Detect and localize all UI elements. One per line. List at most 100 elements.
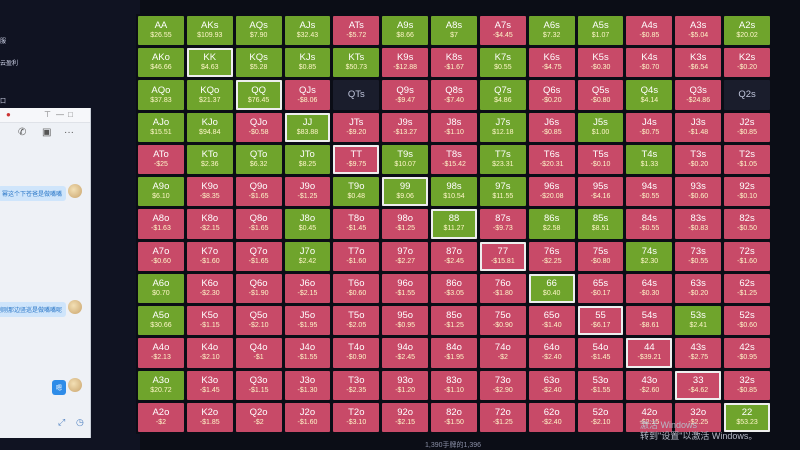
hand-cell[interactable]: J3s -$1.48 xyxy=(675,112,722,142)
hand-cell[interactable]: Q4s $4.14 xyxy=(626,80,673,110)
hand-cell[interactable]: AQo $37.83 xyxy=(138,80,184,110)
hand-cell[interactable]: K5o -$1.15 xyxy=(186,306,233,336)
hand-cell[interactable]: J9s -$13.27 xyxy=(382,112,429,142)
hand-cell[interactable]: KJs $0.85 xyxy=(284,48,331,78)
hand-cell[interactable]: TT -$9.75 xyxy=(333,144,380,175)
hand-cell[interactable]: A7o -$0.60 xyxy=(138,241,184,271)
hand-cell[interactable]: 74s $2.30 xyxy=(626,241,673,271)
hand-cell[interactable]: A3o $20.72 xyxy=(138,370,184,400)
hand-cell[interactable]: A6s $7.32 xyxy=(528,16,575,46)
hand-cell[interactable]: K6o -$2.30 xyxy=(186,273,233,304)
hand-cell[interactable]: A8o -$1.63 xyxy=(138,209,184,239)
hand-cell[interactable]: 66 $0.40 xyxy=(528,273,575,304)
hand-cell[interactable]: AKo $46.66 xyxy=(138,48,184,78)
hand-cell[interactable]: 85o -$1.25 xyxy=(431,306,477,336)
hand-cell[interactable]: K2o -$1.85 xyxy=(186,402,233,432)
hand-cell[interactable]: 44 -$39.21 xyxy=(626,338,673,368)
hand-cell[interactable]: 53s $2.41 xyxy=(675,306,722,336)
hand-cell[interactable]: KTo $2.36 xyxy=(186,144,233,175)
hand-cell[interactable]: A2o -$2 xyxy=(138,402,184,432)
hand-cell[interactable]: 63o -$2.40 xyxy=(528,370,575,400)
hand-cell[interactable]: T6s -$20.31 xyxy=(528,144,575,175)
hand-cell[interactable]: K4s -$0.70 xyxy=(626,48,673,78)
hand-cell[interactable]: Q2o -$2 xyxy=(235,402,282,432)
hand-cell[interactable]: Q6s -$0.20 xyxy=(528,80,575,110)
hand-cell[interactable]: K7o -$1.60 xyxy=(186,241,233,271)
hand-cell[interactable]: 53o -$1.55 xyxy=(577,370,624,400)
hand-cell[interactable]: 95s -$4.16 xyxy=(577,177,624,207)
hand-cell[interactable]: J7o $2.42 xyxy=(284,241,331,271)
maximize-icon[interactable]: □ xyxy=(68,110,73,119)
hand-cell[interactable]: Q7s $4.86 xyxy=(479,80,526,110)
hand-cell[interactable]: K8o -$2.15 xyxy=(186,209,233,239)
hand-cell[interactable]: AQs $7.90 xyxy=(235,16,282,46)
hand-cell[interactable]: T7s $23.31 xyxy=(479,144,526,175)
hand-cell[interactable]: KK $4.63 xyxy=(186,48,233,78)
hand-cell[interactable]: 86s $2.58 xyxy=(528,209,575,239)
hand-cell[interactable]: ATs -$5.72 xyxy=(333,16,380,46)
hand-cell[interactable]: K4o -$2.10 xyxy=(186,338,233,368)
hand-cell[interactable]: Q8s -$7.40 xyxy=(431,80,477,110)
hand-cell[interactable]: 42o -$2.15 xyxy=(626,402,673,432)
hand-cell[interactable]: Q8o -$1.65 xyxy=(235,209,282,239)
avatar[interactable] xyxy=(68,300,82,314)
hand-cell[interactable]: K2s -$0.20 xyxy=(724,48,770,78)
hand-cell[interactable]: K7s $0.55 xyxy=(479,48,526,78)
hand-cell[interactable]: T4s $1.33 xyxy=(626,144,673,175)
hand-cell[interactable]: J3o -$1.30 xyxy=(284,370,331,400)
hand-cell[interactable]: 92o -$2.15 xyxy=(382,402,429,432)
hand-cell[interactable]: J5o -$1.95 xyxy=(284,306,331,336)
hand-cell[interactable]: J9o -$1.25 xyxy=(284,177,331,207)
hand-cell[interactable]: 74o -$2 xyxy=(479,338,526,368)
hand-cell[interactable]: QTo $6.32 xyxy=(235,144,282,175)
hand-cell[interactable]: K9o -$8.35 xyxy=(186,177,233,207)
hand-cell[interactable]: T5o -$2.05 xyxy=(333,306,380,336)
hand-cell[interactable]: T7o -$1.60 xyxy=(333,241,380,271)
hand-cell[interactable]: A7s -$4.45 xyxy=(479,16,526,46)
avatar[interactable] xyxy=(68,184,82,198)
hand-cell[interactable]: 84s -$0.55 xyxy=(626,209,673,239)
hand-cell[interactable]: T5s -$0.10 xyxy=(577,144,624,175)
hand-cell[interactable]: 63s -$0.20 xyxy=(675,273,722,304)
hand-cell[interactable]: T9s $10.07 xyxy=(382,144,429,175)
clock-icon[interactable]: ◷ xyxy=(76,417,84,427)
hand-cell[interactable]: J4o -$1.55 xyxy=(284,338,331,368)
hand-cell[interactable]: 93o -$1.20 xyxy=(382,370,429,400)
hand-cell[interactable]: Q5s -$0.80 xyxy=(577,80,624,110)
hand-cell[interactable]: K8s -$1.67 xyxy=(431,48,477,78)
hand-cell[interactable]: 96s -$20.08 xyxy=(528,177,575,207)
hand-cell[interactable]: 64o -$2.40 xyxy=(528,338,575,368)
hand-cell[interactable]: 85s $8.51 xyxy=(577,209,624,239)
hand-cell[interactable]: K9s -$12.88 xyxy=(382,48,429,78)
hand-cell[interactable]: 98s $10.54 xyxy=(431,177,477,207)
hand-cell[interactable]: Q2s xyxy=(724,80,770,110)
hand-cell[interactable]: K3o -$1.45 xyxy=(186,370,233,400)
hand-cell[interactable]: 82o -$1.50 xyxy=(431,402,477,432)
pin-icon[interactable]: ⊤ xyxy=(44,110,51,119)
hand-cell[interactable]: 83o -$1.10 xyxy=(431,370,477,400)
hand-cell[interactable]: T8o -$1.45 xyxy=(333,209,380,239)
hand-cell[interactable]: 94s -$0.55 xyxy=(626,177,673,207)
hand-cell[interactable]: AA $26.55 xyxy=(138,16,184,46)
hand-cell[interactable]: J6o -$2.15 xyxy=(284,273,331,304)
hand-cell[interactable]: T4o -$0.90 xyxy=(333,338,380,368)
hand-cell[interactable]: 75o -$0.90 xyxy=(479,306,526,336)
hand-cell[interactable]: J8s -$1.10 xyxy=(431,112,477,142)
hand-cell[interactable]: JTo $8.25 xyxy=(284,144,331,175)
hand-cell[interactable]: 99 $9.06 xyxy=(382,177,429,207)
hand-cell[interactable]: J7s $12.18 xyxy=(479,112,526,142)
hand-cell[interactable]: KQs $5.28 xyxy=(235,48,282,78)
hand-cell[interactable]: 55 -$6.17 xyxy=(577,306,624,336)
hand-cell[interactable]: A2s $20.02 xyxy=(724,16,770,46)
hand-cell[interactable]: 84o -$1.95 xyxy=(431,338,477,368)
hand-cell[interactable]: 88 $11.27 xyxy=(431,209,477,239)
hand-cell[interactable]: AJo $15.51 xyxy=(138,112,184,142)
hand-cell[interactable]: 95o -$0.95 xyxy=(382,306,429,336)
hand-cell[interactable]: T8s -$15.42 xyxy=(431,144,477,175)
hand-cell[interactable]: 42s -$0.95 xyxy=(724,338,770,368)
hand-cell[interactable]: QJs -$8.06 xyxy=(284,80,331,110)
hand-cell[interactable]: 65s -$0.17 xyxy=(577,273,624,304)
hand-cell[interactable]: 77 -$15.81 xyxy=(479,241,526,271)
hand-cell[interactable]: 32s -$0.85 xyxy=(724,370,770,400)
hand-cell[interactable]: A6o $0.70 xyxy=(138,273,184,304)
